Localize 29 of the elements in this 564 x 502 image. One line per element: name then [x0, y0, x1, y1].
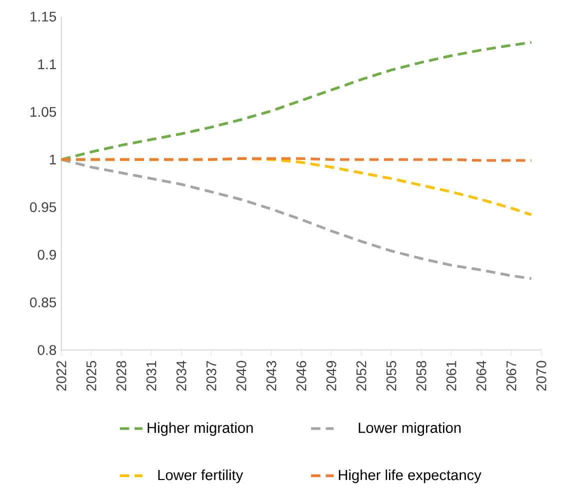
- x-tick-label: 2040: [236, 360, 246, 391]
- y-tick-label: 0.8: [38, 345, 56, 355]
- x-tick-label: 2043: [266, 360, 276, 391]
- x-tick-label: 2061: [446, 361, 456, 391]
- y-tick-label: 1: [50, 154, 56, 164]
- x-tick-label: 2028: [116, 360, 126, 391]
- legend-label: Higher migration: [148, 422, 253, 436]
- x-tick-label: 2037: [206, 361, 216, 391]
- x-tick-label: 2055: [386, 360, 396, 391]
- x-tick-label: 2070: [536, 360, 546, 391]
- x-tick-label: 2067: [506, 361, 516, 391]
- x-tick-label: 2064: [476, 360, 486, 391]
- x-tick-label: 2025: [86, 360, 96, 391]
- y-tick-label: 1.1: [38, 60, 56, 70]
- x-tick-label: 2058: [416, 360, 426, 391]
- y-tick-label: 1.05: [30, 106, 56, 117]
- x-tick-label: 2034: [176, 360, 186, 391]
- y-tick-label: 0.95: [30, 202, 56, 212]
- x-tick-label: 2046: [296, 360, 306, 391]
- legend-label: Lower fertility: [158, 469, 244, 484]
- legend-label: Lower migration: [358, 422, 461, 436]
- y-tick-label: 1.15: [30, 12, 56, 22]
- legend-label: Higher life expectancy: [338, 469, 482, 484]
- x-tick-label: 2052: [356, 361, 366, 391]
- y-tick-label: 0.85: [30, 297, 56, 308]
- x-tick-label: 2031: [146, 361, 156, 391]
- x-tick-label: 2049: [326, 361, 336, 391]
- y-tick-label: 0.9: [38, 250, 56, 260]
- x-tick-label: 2022: [56, 361, 66, 391]
